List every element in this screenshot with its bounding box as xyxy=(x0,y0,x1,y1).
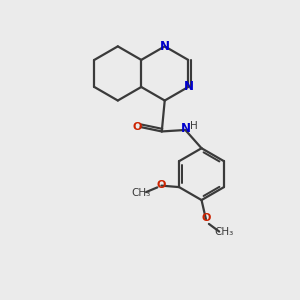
Text: O: O xyxy=(132,122,142,132)
Text: N: N xyxy=(184,80,194,94)
Text: CH₃: CH₃ xyxy=(131,188,150,198)
Text: O: O xyxy=(202,213,211,223)
Text: CH₃: CH₃ xyxy=(215,227,234,237)
Text: N: N xyxy=(160,40,170,53)
Text: O: O xyxy=(156,180,166,190)
Text: H: H xyxy=(190,121,197,130)
Text: N: N xyxy=(181,122,191,135)
